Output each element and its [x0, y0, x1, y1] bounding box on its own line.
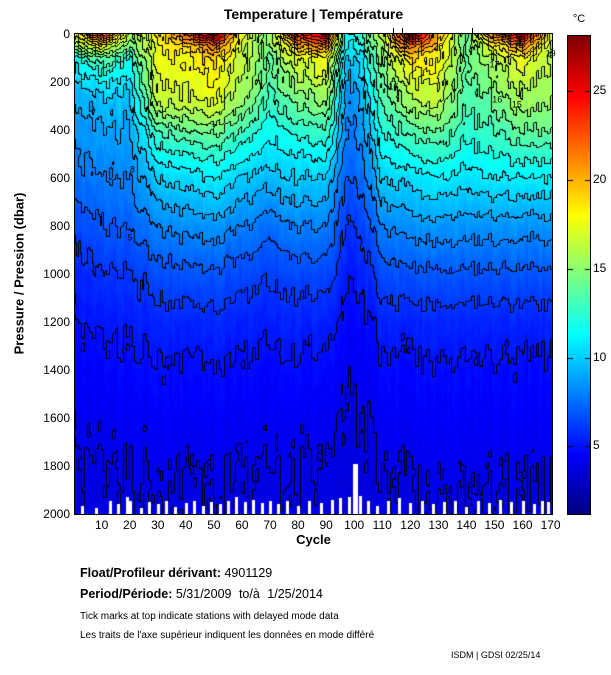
colorbar-frame [567, 35, 591, 515]
colorbar-tick-label: 25 [593, 83, 607, 98]
colorbar-tick-label: 10 [593, 349, 607, 364]
x-tick-label: 140 [456, 518, 477, 532]
x-axis-label: Cycle [296, 532, 331, 547]
y-tick-label: 1400 [43, 363, 70, 377]
y-tick-label: 1200 [43, 315, 70, 329]
contour-label: 4 [317, 447, 324, 458]
chart-title: Temperature | Température [223, 6, 404, 22]
x-tick-label: 70 [263, 518, 277, 532]
x-tick-label: 40 [179, 518, 193, 532]
contour-label: 16 [388, 81, 399, 92]
contour-label: 4 [287, 450, 293, 461]
y-tick-label: 1000 [43, 267, 70, 281]
delayed-mode-tick [472, 28, 473, 33]
contour-label: 20 [433, 41, 444, 52]
x-tick-label: 20 [123, 518, 137, 532]
x-tick-label: 90 [319, 518, 333, 532]
delayed-mode-tick [402, 28, 403, 33]
x-tick-label: 30 [151, 518, 165, 532]
note-english: Tick marks at top indicate stations with… [80, 611, 339, 622]
y-tick-label: 200 [49, 75, 70, 89]
colorbar-canvas [568, 36, 590, 514]
x-tick-label: 110 [372, 518, 392, 532]
contour-label: 17 [489, 59, 500, 70]
y-tick-label: 2000 [43, 507, 70, 521]
contour-label: 7 [211, 122, 217, 133]
y-tick-label: 1800 [43, 459, 70, 473]
period-value: 5/31/2009 to/à 1/25/2014 [175, 587, 323, 601]
float-id-label: Float/Profileur dérivant: [80, 566, 221, 580]
contour-label: 16 [492, 94, 503, 105]
float-id-line: Float/Profileur dérivant: 4901129 [80, 566, 272, 580]
x-tick-label: 120 [400, 518, 421, 532]
y-tick-label: 800 [49, 219, 70, 233]
plot-frame [74, 33, 553, 515]
y-tick-label: 0 [63, 27, 70, 41]
x-tick-label: 150 [484, 518, 505, 532]
period-line: Period/Période: 5/31/2009 to/à 1/25/2014 [80, 587, 323, 601]
y-axis-label: Pressure / Pression (dbar) [11, 192, 27, 355]
y-tick-label: 1600 [43, 411, 70, 425]
y-tick-label: 400 [49, 123, 70, 137]
colorbar-unit-label: °C [572, 13, 586, 25]
x-tick-label: 10 [94, 518, 109, 532]
x-tick-label: 50 [207, 518, 221, 532]
x-tick-label: 60 [235, 518, 249, 532]
x-tick-label: 100 [344, 518, 365, 532]
contour-label: 4 [155, 465, 161, 476]
contour-label: 8 [130, 164, 136, 175]
x-tick-label: 160 [512, 518, 533, 532]
x-tick-label: 130 [428, 518, 449, 532]
colorbar-tick-label: 20 [593, 171, 607, 186]
y-tick-label: 600 [49, 171, 70, 185]
period-label: Period/Période: [80, 587, 173, 601]
float-id-value: 4901129 [224, 566, 273, 580]
credit-text: ISDM | GDSI 02/25/14 [451, 650, 541, 660]
contour-label: 15 [511, 99, 522, 110]
delayed-mode-tick [393, 28, 394, 33]
note-french: Les traits de l'axe supérieur indiquent … [80, 630, 375, 641]
heatmap-canvas [75, 34, 552, 514]
contour-label: 19 [545, 48, 556, 59]
x-tick-label: 170 [540, 518, 561, 532]
x-tick-label: 80 [291, 518, 305, 532]
colorbar-tick-label: 5 [593, 438, 600, 453]
contour-label: 5 [127, 232, 133, 243]
colorbar-tick-label: 15 [593, 260, 607, 275]
